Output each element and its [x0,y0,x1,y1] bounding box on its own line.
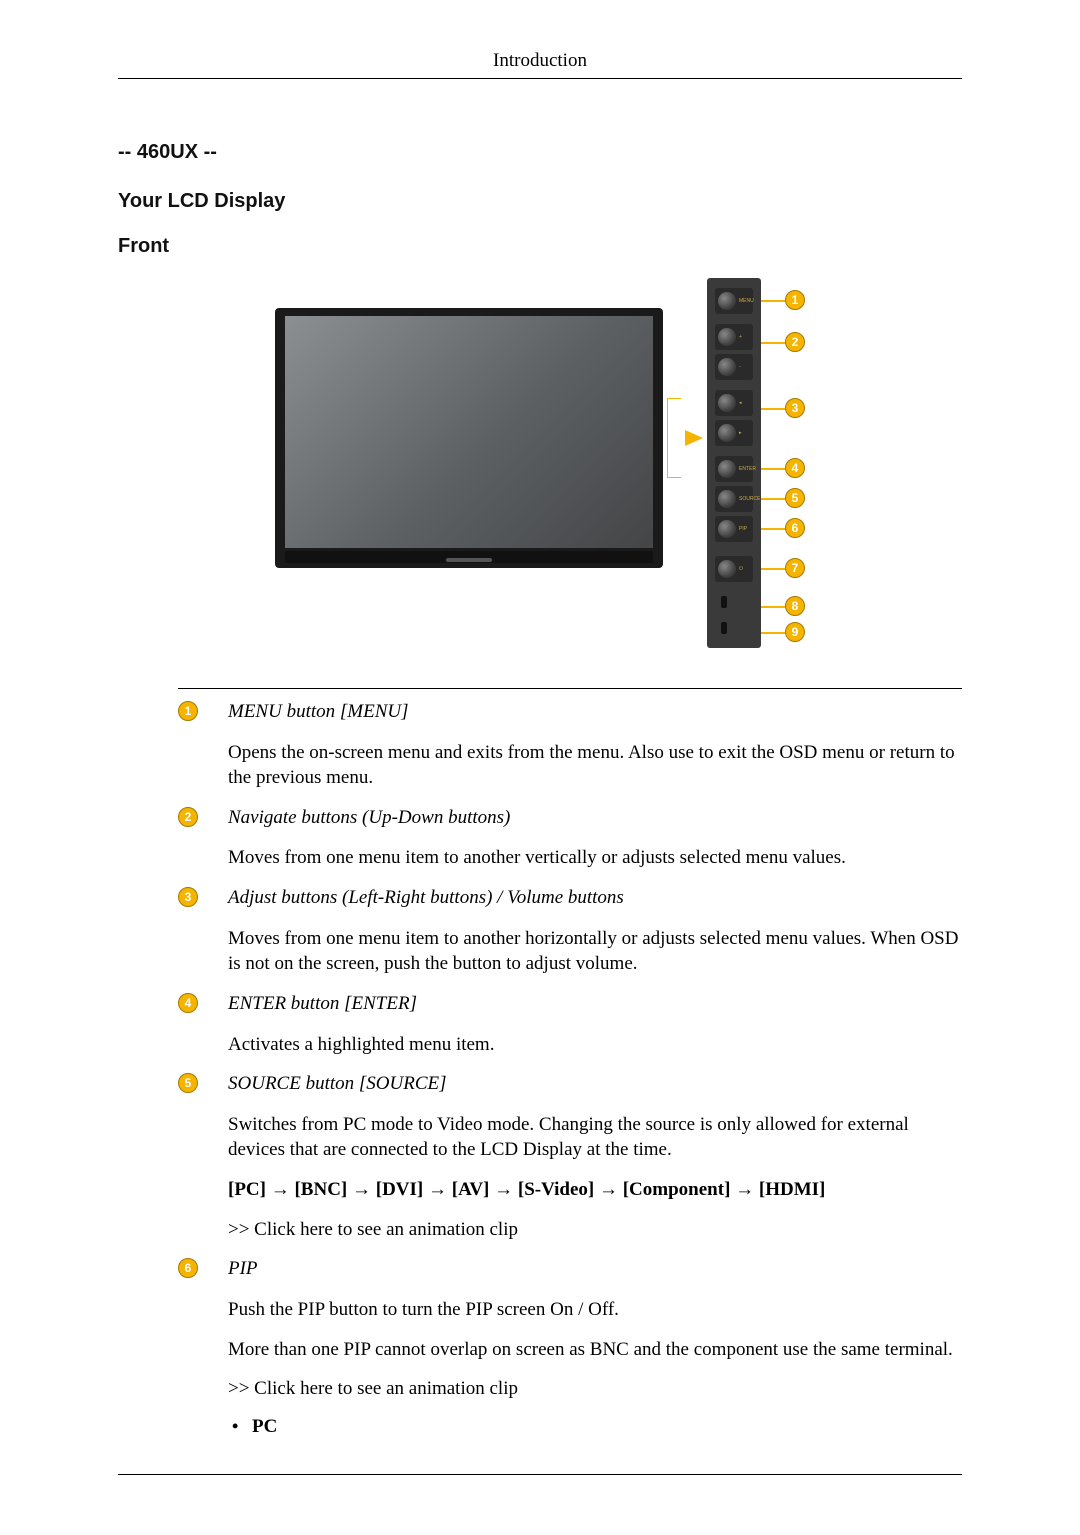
heading-subsection: Front [118,235,962,258]
panel-button: ⏻ [715,556,753,582]
callout-line [761,498,787,500]
front-diagram: MENU + - ◂ ▸ ENTER SOURCE PIP ⏻ 1 2 3 4 5 6 7 8 9 [275,278,805,648]
callout-line [761,342,787,344]
tv-bezel [275,308,663,568]
button-label: MENU [739,298,754,304]
item-title: SOURCE button [SOURCE] [228,1071,962,1098]
item-body: Moves from one menu item to another vert… [228,845,962,871]
desc-item: 5 SOURCE button [SOURCE] Switches from P… [178,1071,962,1242]
item-title: Navigate buttons (Up-Down buttons) [228,805,962,832]
panel-button: ENTER [715,456,753,482]
num-badge: 3 [178,887,198,907]
panel-button: MENU [715,288,753,314]
button-knob [718,394,736,412]
item-title: PIP [228,1256,962,1283]
item-body: Switches from PC mode to Video mode. Cha… [228,1112,962,1163]
callout-badge: 2 [785,332,805,352]
button-label: PIP [739,526,747,532]
animation-link[interactable]: >> Click here to see an animation clip [228,1376,962,1402]
desc-item: 1 MENU button [MENU] Opens the on-screen… [178,699,962,791]
footer-rule [118,1474,962,1475]
button-label: ENTER [739,466,756,472]
heading-section: Your LCD Display [118,190,962,213]
source-chain: [PC] → [BNC] → [DVI] → [AV] → [S-Video] … [228,1177,962,1203]
callout-badge: 3 [785,398,805,418]
item-body: More than one PIP cannot overlap on scre… [228,1337,962,1363]
num-badge: 5 [178,1073,198,1093]
figure-wrap: MENU + - ◂ ▸ ENTER SOURCE PIP ⏻ 1 2 3 4 5 6 7 8 9 [118,278,962,648]
item-title: ENTER button [ENTER] [228,991,962,1018]
callout-badge: 4 [785,458,805,478]
callout-line [761,468,787,470]
tv-screen [285,316,653,548]
side-panel: MENU + - ◂ ▸ ENTER SOURCE PIP ⏻ [707,278,761,648]
panel-button: SOURCE [715,486,753,512]
button-label: ◂ [739,400,742,406]
item-body: Moves from one menu item to another hori… [228,926,962,977]
button-knob [718,328,736,346]
callout-badge: 7 [785,558,805,578]
button-knob [718,460,736,478]
sensor-dot [721,596,727,608]
callout-line [761,568,787,570]
button-label: + [739,334,742,340]
desc-item: 3 Adjust buttons (Left-Right buttons) / … [178,885,962,977]
button-knob [718,358,736,376]
item-body: Push the PIP button to turn the PIP scre… [228,1297,962,1323]
descriptions: 1 MENU button [MENU] Opens the on-screen… [178,688,962,1438]
document-page: Introduction -- 460UX -- Your LCD Displa… [0,0,1080,1535]
item-title: Adjust buttons (Left-Right buttons) / Vo… [228,885,962,912]
callout-line [761,408,787,410]
desc-item: 4 ENTER button [ENTER] Activates a highl… [178,991,962,1057]
button-knob [718,490,736,508]
callout-badge: 6 [785,518,805,538]
item-title: MENU button [MENU] [228,699,962,726]
panel-button: + [715,324,753,350]
callout-line [761,632,787,634]
callout-line [761,300,787,302]
num-badge: 1 [178,701,198,721]
button-label: - [739,364,741,370]
callout-line [761,528,787,530]
item-body: Opens the on-screen menu and exits from … [228,740,962,791]
callout-badge: 9 [785,622,805,642]
callout-badge: 1 [785,290,805,310]
callout-badge: 5 [785,488,805,508]
panel-button: PIP [715,516,753,542]
desc-item: 6 PIP Push the PIP button to turn the PI… [178,1256,962,1438]
arrow-icon [685,430,703,446]
heading-model: -- 460UX -- [118,141,962,164]
button-label: ⏻ [739,566,743,572]
callout-badge: 8 [785,596,805,616]
num-badge: 2 [178,807,198,827]
bullet-pc: PC [228,1416,962,1438]
button-knob [718,520,736,538]
buttons-bracket [667,398,681,478]
panel-button: ▸ [715,420,753,446]
num-badge: 4 [178,993,198,1013]
panel-button: - [715,354,753,380]
button-knob [718,292,736,310]
tv-logo [446,558,492,562]
sensor-dot [721,622,727,634]
item-body: Activates a highlighted menu item. [228,1032,962,1058]
button-knob [718,560,736,578]
button-label: ▸ [739,430,742,436]
button-knob [718,424,736,442]
desc-item: 2 Navigate buttons (Up-Down buttons) Mov… [178,805,962,871]
callout-line [761,606,787,608]
running-head: Introduction [118,50,962,79]
animation-link[interactable]: >> Click here to see an animation clip [228,1217,962,1243]
num-badge: 6 [178,1258,198,1278]
button-label: SOURCE [739,496,760,502]
panel-button: ◂ [715,390,753,416]
